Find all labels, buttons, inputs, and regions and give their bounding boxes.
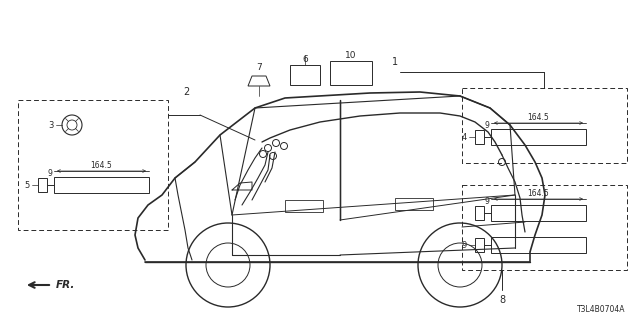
- Text: 164.5: 164.5: [527, 188, 549, 197]
- Text: 1: 1: [392, 57, 398, 67]
- Text: T3L4B0704A: T3L4B0704A: [577, 305, 625, 314]
- Text: 4: 4: [461, 132, 467, 141]
- Text: 9: 9: [461, 241, 467, 250]
- Circle shape: [499, 158, 506, 165]
- Text: 3: 3: [49, 121, 54, 130]
- Text: 9: 9: [47, 169, 52, 178]
- Circle shape: [273, 140, 280, 147]
- Text: 164.5: 164.5: [527, 113, 549, 122]
- Text: 9: 9: [484, 121, 490, 130]
- Text: 2: 2: [183, 87, 189, 97]
- Text: 9: 9: [484, 196, 490, 205]
- Circle shape: [269, 153, 276, 159]
- Text: 10: 10: [345, 52, 356, 60]
- Text: 6: 6: [302, 55, 308, 65]
- Circle shape: [264, 145, 271, 151]
- Text: 164.5: 164.5: [90, 161, 112, 170]
- Text: 8: 8: [499, 295, 505, 305]
- Circle shape: [280, 142, 287, 149]
- Text: 7: 7: [256, 63, 262, 73]
- Text: 5: 5: [25, 180, 30, 189]
- Circle shape: [259, 150, 266, 157]
- Text: FR.: FR.: [56, 280, 76, 290]
